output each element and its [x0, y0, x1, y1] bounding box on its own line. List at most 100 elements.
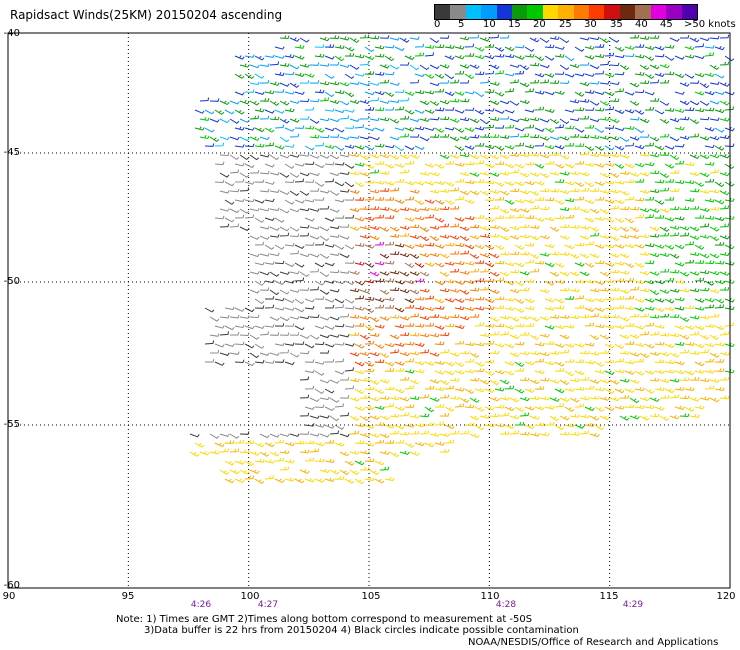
wind-barb	[559, 37, 570, 44]
wind-barb	[234, 439, 245, 444]
wind-barb	[674, 73, 685, 79]
wind-barb	[209, 118, 220, 123]
wind-barb	[244, 307, 255, 313]
wind-barb	[609, 62, 620, 67]
lon-tick-label: 110	[480, 591, 500, 602]
wind-barb	[384, 260, 395, 265]
wind-barb	[654, 215, 665, 219]
wind-barb	[654, 324, 665, 329]
wind-barb	[629, 206, 640, 211]
wind-barb	[299, 116, 310, 120]
wind-barb	[629, 352, 640, 357]
wind-barb	[484, 406, 495, 411]
wind-barb	[419, 288, 430, 293]
wind-barb	[454, 178, 465, 183]
wind-barb	[624, 295, 635, 300]
colorbar-label: 45	[660, 19, 673, 30]
wind-barb	[639, 270, 650, 276]
wind-barb	[534, 163, 545, 169]
wind-barb	[649, 64, 660, 70]
wind-barb	[449, 223, 460, 228]
wind-barb	[379, 188, 390, 192]
wind-barb	[404, 323, 415, 327]
wind-barb	[619, 190, 630, 196]
wind-barb	[724, 143, 735, 148]
wind-barb	[559, 287, 570, 292]
wind-barb	[509, 188, 520, 193]
wind-barb	[714, 73, 725, 79]
wind-barb	[264, 90, 275, 95]
wind-barb	[459, 36, 470, 41]
wind-barb	[429, 333, 440, 338]
colorbar-segment	[481, 5, 497, 19]
wind-barb	[509, 133, 519, 138]
wind-barb	[474, 424, 485, 431]
wind-barb	[224, 109, 235, 115]
wind-barb	[674, 55, 685, 60]
wind-barb	[259, 170, 270, 175]
wind-barb	[414, 423, 425, 428]
wind-barb	[634, 262, 645, 268]
wind-barb	[349, 207, 360, 213]
wind-barb	[425, 322, 435, 327]
wind-barb	[514, 262, 525, 268]
wind-barb	[269, 81, 280, 86]
wind-barb	[439, 134, 450, 138]
wind-barb	[354, 124, 364, 129]
wind-barb	[604, 388, 615, 394]
wind-barb	[644, 343, 655, 349]
wind-barb	[699, 349, 709, 354]
wind-barb	[214, 361, 225, 366]
wind-barb	[509, 225, 520, 231]
wind-barb	[274, 71, 285, 77]
wind-barb	[299, 315, 310, 320]
wind-barb	[474, 322, 485, 327]
wind-barb	[339, 235, 350, 240]
wind-barb	[304, 385, 315, 390]
wind-barb	[634, 298, 645, 303]
wind-barb	[684, 341, 695, 346]
wind-barb	[239, 118, 250, 123]
wind-barb	[264, 304, 275, 309]
wind-barb	[274, 307, 285, 311]
wind-barb	[664, 163, 675, 169]
wind-barb	[439, 234, 450, 239]
wind-barb	[464, 297, 475, 302]
wind-barb	[459, 117, 470, 122]
wind-barb	[659, 100, 670, 106]
wind-barb	[324, 298, 335, 303]
wind-barb	[354, 261, 365, 266]
wind-barb	[519, 287, 530, 292]
wind-barb	[604, 162, 615, 167]
wind-barb	[329, 379, 340, 384]
wind-barb	[604, 199, 615, 204]
wind-barb	[324, 280, 335, 284]
wind-barb	[604, 91, 615, 97]
wind-barb	[709, 334, 720, 341]
wind-barb	[689, 80, 700, 84]
wind-barb	[374, 478, 385, 484]
wind-barb	[239, 172, 250, 178]
wind-barb	[664, 369, 675, 374]
wind-barb	[364, 325, 375, 331]
wind-barb	[354, 406, 365, 411]
wind-barb	[384, 241, 395, 246]
wind-barb	[409, 154, 420, 159]
wind-barb	[714, 181, 725, 188]
wind-barb	[314, 361, 325, 365]
wind-barb	[389, 208, 400, 213]
wind-barb	[329, 430, 340, 435]
wind-barb	[344, 197, 355, 201]
wind-barb	[254, 298, 265, 305]
wind-barb	[324, 161, 335, 166]
wind-barb	[330, 61, 340, 66]
wind-barb	[439, 332, 450, 337]
wind-barb	[339, 64, 350, 68]
wind-barb	[539, 136, 550, 141]
wind-barb	[489, 205, 500, 210]
wind-barb	[489, 64, 500, 70]
wind-barb	[414, 73, 425, 78]
wind-barb	[264, 109, 275, 114]
wind-barb	[299, 271, 310, 278]
wind-barb	[539, 396, 550, 401]
